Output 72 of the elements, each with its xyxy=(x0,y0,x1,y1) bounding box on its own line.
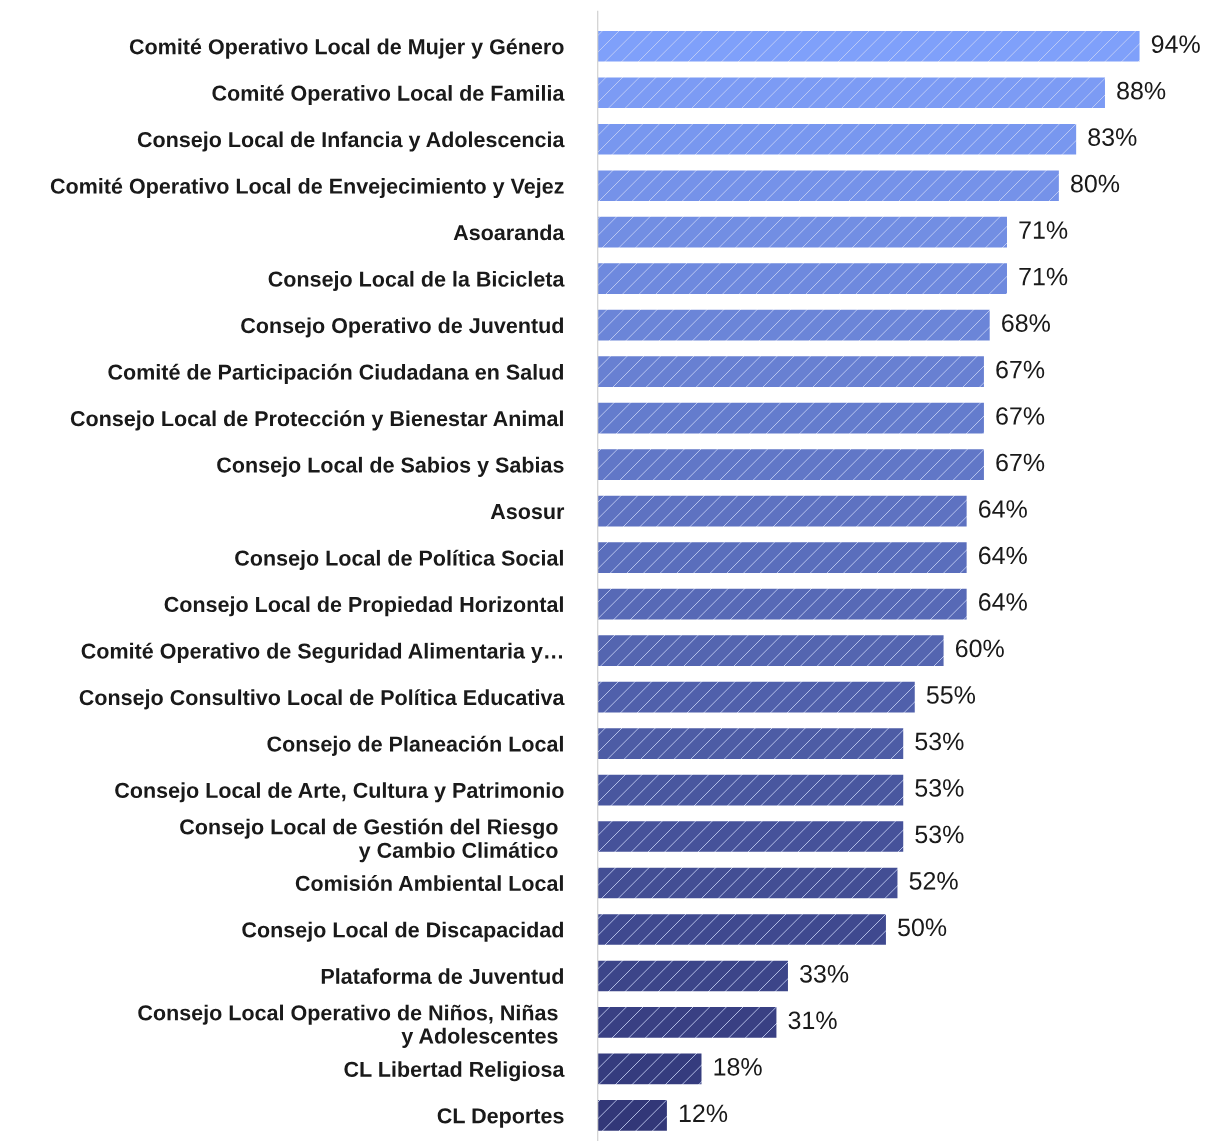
bar xyxy=(597,821,904,852)
y-tick-label: Consejo Local de Propiedad Horizontal xyxy=(164,596,563,617)
y-tick-label: Consejo Local de Sabios y Sabias xyxy=(217,456,564,477)
bar xyxy=(597,402,984,434)
data-label: 60% xyxy=(955,639,1004,658)
bar xyxy=(597,1007,777,1038)
bar xyxy=(597,449,984,480)
data-label: 83% xyxy=(1088,128,1137,146)
bar xyxy=(597,914,886,945)
y-tick-label: CL Deportes xyxy=(437,1108,564,1128)
y-tick-label: Consejo Local de Política Social xyxy=(235,549,563,570)
data-label: 52% xyxy=(909,872,958,890)
bar xyxy=(597,216,1007,248)
bar xyxy=(597,1100,667,1131)
bar xyxy=(597,588,967,620)
bar xyxy=(597,309,990,341)
bar xyxy=(597,30,1140,62)
data-label: 64% xyxy=(979,593,1027,611)
data-label: 12% xyxy=(679,1104,728,1123)
data-label: 31% xyxy=(788,1011,837,1030)
y-tick-label: Comité Operativo de Seguridad Alimentaria y… xyxy=(81,642,562,664)
data-label: 64% xyxy=(979,500,1027,518)
y-tick-label: Consejo Local de la Bicicleta xyxy=(268,270,565,291)
bar xyxy=(597,1053,702,1085)
bar xyxy=(597,960,788,992)
data-label: 71% xyxy=(1019,267,1068,286)
y-tick-label: Comisión Ambiental Local xyxy=(295,875,563,892)
data-label: 33% xyxy=(800,964,849,983)
data-label: 55% xyxy=(926,686,976,704)
y-tick-label: Consejo Operativo de Juventud xyxy=(241,317,564,338)
data-label: 67% xyxy=(996,360,1045,379)
data-label: 64% xyxy=(979,546,1027,565)
bar xyxy=(597,774,904,806)
data-label: 50% xyxy=(898,918,947,937)
y-tick-label: Comité de Participación Ciudadana en Salud xyxy=(108,363,564,385)
bar xyxy=(597,356,984,388)
y-tick-label: Consejo Consultivo Local de Política Educativa xyxy=(79,689,565,710)
y-tick-label: Consejo Local de Arte, Cultura y Patrimonio xyxy=(115,782,564,803)
data-label: 88% xyxy=(1117,81,1166,100)
data-label: 80% xyxy=(1071,174,1120,193)
y-tick-label: Consejo Local de Infancia y Adolescencia xyxy=(137,131,565,152)
y-tick-label: Consejo Local de Gestión del Riesgo y Cambio Climático xyxy=(180,818,558,863)
bar xyxy=(597,495,967,527)
data-label: 67% xyxy=(996,453,1045,472)
y-tick-label: Consejo Local Operativo de Niños, Niñas y Adolescentes xyxy=(138,1004,558,1048)
bar xyxy=(597,728,904,759)
y-tick-label: Asosur xyxy=(490,504,565,520)
y-tick-label: CL Libertad Religiosa xyxy=(344,1061,565,1082)
bar xyxy=(597,77,1105,109)
data-label: 94% xyxy=(1151,35,1200,53)
bar xyxy=(597,123,1077,155)
data-label: 53% xyxy=(915,732,964,751)
bar xyxy=(597,263,1007,295)
bar xyxy=(597,170,1059,202)
bar xyxy=(597,542,967,573)
data-label: 71% xyxy=(1019,221,1068,239)
y-tick-label: Asoaranda xyxy=(453,224,565,241)
data-label: 68% xyxy=(1002,314,1050,332)
data-label: 18% xyxy=(714,1057,762,1076)
y-tick-label: Consejo Local de Discapacidad xyxy=(242,921,564,942)
data-label: 67% xyxy=(996,407,1045,425)
bar xyxy=(597,635,944,666)
y-tick-label: Plataforma de Juventud xyxy=(321,968,564,984)
data-label: 53% xyxy=(915,779,964,797)
bar xyxy=(597,867,898,899)
bar xyxy=(597,681,915,713)
data-label: 53% xyxy=(915,825,964,844)
y-tick-label: Comité Operativo Local de Mujer y Género xyxy=(129,38,564,59)
y-tick-label: Comité Operativo Local de Familia xyxy=(212,84,565,106)
y-tick-label: Comité Operativo Local de Envejecimiento y Vejez xyxy=(50,177,564,199)
y-tick-label: Consejo Local de Protección y Bienestar Animal xyxy=(70,410,563,431)
y-tick-label: Consejo de Planeación Local xyxy=(267,735,563,756)
